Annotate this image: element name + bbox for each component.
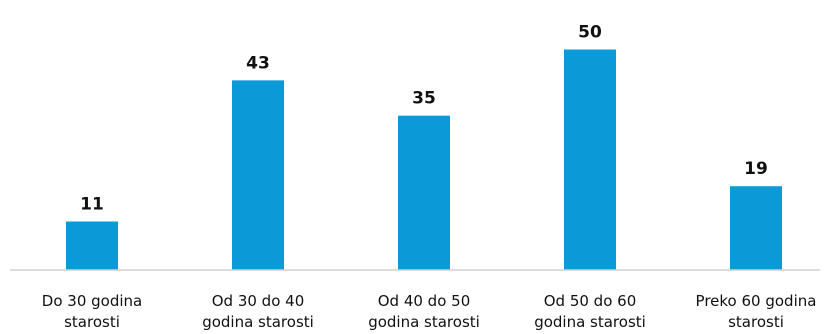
- category-label-0: Do 30 godina starosti: [42, 292, 142, 331]
- category-label-2-line-0: Od 40 do 50: [378, 292, 471, 310]
- bars-group: [66, 49, 782, 271]
- category-label-4-line-1: starosti: [728, 313, 784, 331]
- category-label-2: Od 40 do 50 godina starosti: [368, 292, 480, 331]
- category-label-0-line-0: Do 30 godina: [42, 292, 142, 310]
- category-label-4-line-0: Preko 60 godina: [696, 292, 817, 310]
- category-label-2-line-1: godina starosti: [368, 313, 480, 331]
- bar-0: [66, 221, 118, 270]
- category-label-1: Od 30 do 40 godina starosti: [202, 292, 314, 331]
- category-label-3-line-1: godina starosti: [534, 313, 646, 331]
- value-label-4: 19: [744, 159, 768, 179]
- category-label-1-line-1: godina starosti: [202, 313, 314, 331]
- category-label-4: Preko 60 godina starosti: [696, 292, 817, 331]
- category-label-1-line-0: Od 30 do 40: [212, 292, 305, 310]
- value-label-2: 35: [412, 89, 436, 109]
- bar-1: [232, 80, 284, 271]
- bar-4: [730, 186, 782, 270]
- value-label-1: 43: [246, 53, 270, 73]
- data-labels-group: 11 43 35 50 19: [80, 23, 768, 215]
- category-labels-group: Do 30 godina starosti Od 30 do 40 godina st…: [42, 292, 817, 331]
- category-label-3: Od 50 do 60 godina starosti: [534, 292, 646, 331]
- value-label-0: 11: [80, 194, 104, 214]
- category-label-3-line-0: Od 50 do 60: [544, 292, 637, 310]
- value-label-3: 50: [578, 23, 602, 43]
- bar-3: [564, 49, 616, 270]
- bar-2: [398, 115, 450, 271]
- category-label-0-line-1: starosti: [64, 313, 120, 331]
